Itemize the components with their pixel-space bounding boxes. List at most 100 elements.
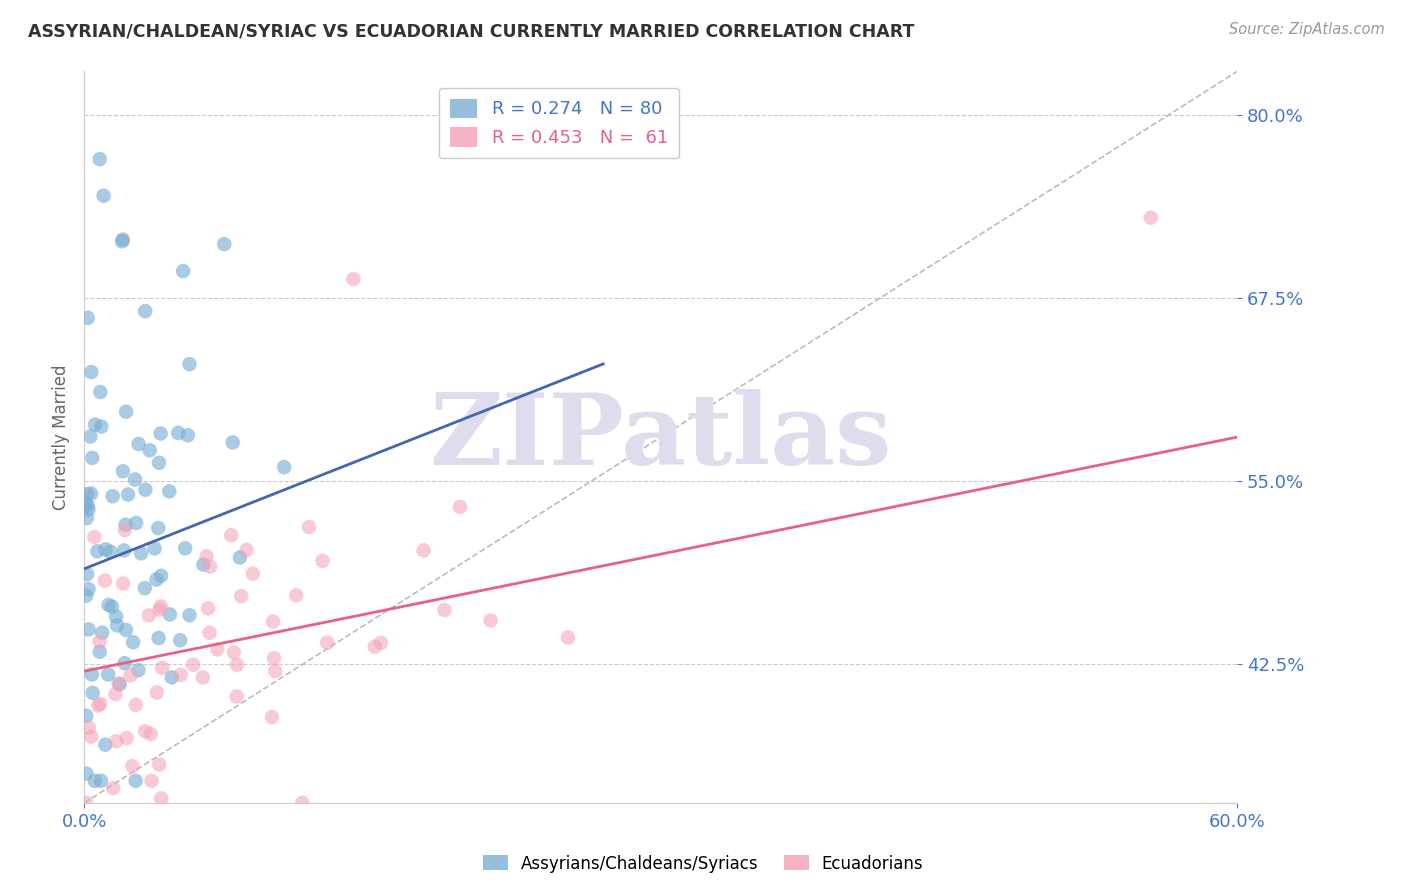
Point	[89, 384, 111, 399]
Point	[222, 645, 245, 659]
Point	[90, 419, 112, 434]
Point	[125, 516, 148, 530]
Point	[94, 738, 117, 752]
Point	[226, 657, 249, 672]
Point	[75, 708, 97, 723]
Point	[193, 558, 215, 572]
Point	[89, 634, 111, 648]
Point	[108, 677, 131, 691]
Point	[143, 541, 166, 556]
Point	[89, 645, 111, 659]
Point	[94, 574, 117, 588]
Point	[77, 502, 100, 516]
Point	[97, 598, 120, 612]
Point	[219, 528, 242, 542]
Text: Source: ZipAtlas.com: Source: ZipAtlas.com	[1229, 22, 1385, 37]
Point	[89, 697, 111, 711]
Point	[242, 566, 264, 581]
Point	[139, 727, 162, 741]
Point	[149, 599, 172, 614]
Point	[94, 542, 117, 557]
Point	[87, 698, 110, 713]
Point	[148, 521, 170, 535]
Point	[97, 667, 120, 681]
Point	[76, 567, 98, 582]
Point	[121, 759, 143, 773]
Point	[179, 608, 201, 623]
Point	[114, 657, 136, 671]
Text: ASSYRIAN/CHALDEAN/SYRIAC VS ECUADORIAN CURRENTLY MARRIED CORRELATION CHART: ASSYRIAN/CHALDEAN/SYRIAC VS ECUADORIAN C…	[28, 22, 914, 40]
Point	[105, 609, 128, 624]
Point	[150, 661, 173, 675]
Point	[172, 264, 194, 278]
Point	[75, 766, 97, 780]
Y-axis label: Currently Married: Currently Married	[52, 364, 70, 510]
Point	[148, 757, 170, 772]
Point	[112, 576, 135, 591]
Point	[141, 773, 163, 788]
Point	[479, 614, 502, 628]
Point	[260, 710, 283, 724]
Point	[231, 589, 253, 603]
Point	[225, 690, 247, 704]
Point	[145, 573, 167, 587]
Point	[125, 698, 148, 712]
Point	[342, 272, 364, 286]
Point	[150, 791, 173, 805]
Point	[129, 546, 152, 560]
Point	[112, 543, 135, 558]
Point	[134, 724, 156, 739]
Point	[76, 511, 98, 525]
Point	[89, 152, 111, 166]
Point	[195, 549, 218, 564]
Point	[181, 657, 204, 672]
Point	[91, 625, 114, 640]
Point	[138, 443, 160, 458]
Point	[115, 405, 138, 419]
Point	[80, 486, 103, 500]
Point	[179, 357, 201, 371]
Point	[134, 304, 156, 318]
Point	[86, 544, 108, 558]
Point	[1140, 211, 1163, 225]
Point	[364, 640, 387, 654]
Point	[77, 721, 100, 735]
Point	[148, 631, 170, 645]
Point	[111, 235, 134, 249]
Point	[76, 487, 98, 501]
Point	[177, 428, 200, 442]
Point	[197, 601, 219, 615]
Point	[107, 676, 129, 690]
Point	[433, 603, 456, 617]
Point	[174, 541, 197, 556]
Point	[449, 500, 471, 514]
Point	[160, 670, 183, 684]
Point	[101, 489, 124, 503]
Point	[263, 651, 285, 665]
Point	[298, 520, 321, 534]
Point	[76, 499, 98, 513]
Point	[79, 429, 101, 443]
Point	[370, 636, 392, 650]
Point	[311, 554, 333, 568]
Point	[84, 417, 107, 432]
Point	[80, 365, 103, 379]
Point	[82, 686, 104, 700]
Point	[115, 623, 138, 637]
Point	[412, 543, 434, 558]
Point	[100, 544, 122, 558]
Point	[104, 687, 127, 701]
Point	[76, 310, 98, 325]
Point	[122, 635, 145, 649]
Point	[291, 796, 314, 810]
Point	[77, 623, 100, 637]
Legend: R = 0.274   N = 80, R = 0.453   N =  61: R = 0.274 N = 80, R = 0.453 N = 61	[439, 87, 679, 158]
Point	[111, 233, 134, 247]
Point	[117, 487, 139, 501]
Point	[262, 615, 284, 629]
Point	[159, 607, 181, 622]
Point	[124, 473, 146, 487]
Point	[148, 456, 170, 470]
Point	[127, 663, 149, 677]
Point	[191, 670, 214, 684]
